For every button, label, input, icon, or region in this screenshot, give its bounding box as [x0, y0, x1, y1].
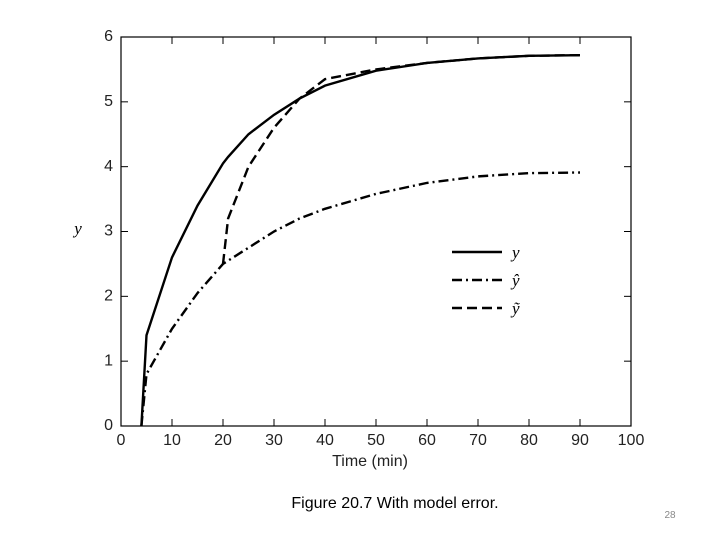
series-line: [221, 53, 581, 265]
y-axis-label: y: [72, 219, 82, 238]
caption: Figure 20.7 With model error.: [291, 495, 498, 512]
legend-label: y: [510, 243, 520, 262]
plot-frame: [120, 36, 632, 427]
x-tick-label: 60: [418, 432, 436, 449]
x-tick-label: 50: [367, 432, 385, 449]
y-tick-label: 0: [104, 417, 113, 434]
x-tick-label: 0: [117, 432, 126, 449]
x-tick-label: 30: [265, 432, 283, 449]
x-tick-label: 10: [163, 432, 181, 449]
x-tick-label: 70: [469, 432, 487, 449]
series-line: [140, 53, 581, 427]
x-tick-label: 90: [571, 432, 589, 449]
x-tick-label: 20: [214, 432, 232, 449]
y-tick-label: 6: [104, 28, 113, 45]
y-tick-label: 3: [104, 223, 113, 240]
x-axis-label: Time (min): [332, 453, 408, 470]
y-tick-label: 5: [104, 93, 113, 110]
series-line: [140, 171, 581, 427]
x-tick-label: 80: [520, 432, 538, 449]
legend-label: ỹ: [510, 299, 520, 318]
y-tick-label: 2: [104, 288, 113, 305]
y-tick-label: 4: [104, 158, 113, 175]
legend-label: ŷ: [510, 271, 520, 290]
page-number: 28: [664, 510, 676, 521]
y-tick-label: 1: [104, 352, 113, 369]
x-tick-label: 40: [316, 432, 334, 449]
x-tick-label: 100: [618, 432, 645, 449]
